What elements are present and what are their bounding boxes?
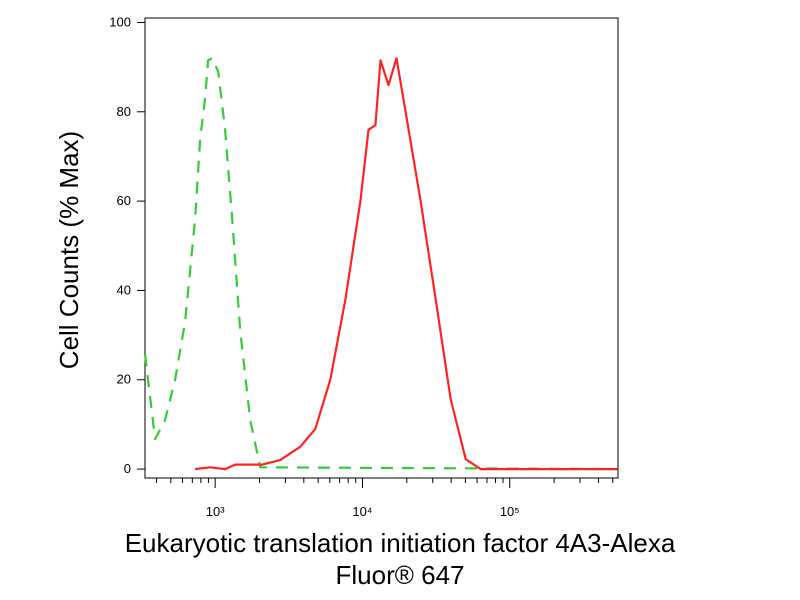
data-line	[143, 57, 618, 471]
y-tick-label: 60	[117, 193, 131, 208]
plot-frame	[144, 17, 619, 479]
y-tick-label: 20	[117, 372, 131, 387]
data-line	[194, 57, 618, 471]
y-tick-label: 80	[117, 104, 131, 119]
x-tick-label: 10⁴	[352, 504, 372, 519]
x-tick-label: 10³	[206, 504, 225, 519]
y-axis-label: Cell Counts (% Max)	[54, 131, 84, 369]
y-tick-label: 100	[109, 14, 131, 29]
y-tick-label: 40	[117, 282, 131, 297]
x-tick-label: 10⁵	[500, 504, 520, 519]
x-axis-label: Fluor® 647	[336, 560, 465, 590]
y-tick-label: 0	[124, 461, 131, 476]
x-axis-label: Eukaryotic translation initiation factor…	[125, 528, 676, 558]
